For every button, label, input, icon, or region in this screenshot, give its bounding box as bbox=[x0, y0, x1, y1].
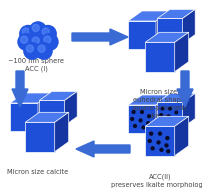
Circle shape bbox=[148, 127, 150, 130]
Polygon shape bbox=[54, 112, 68, 152]
Circle shape bbox=[139, 119, 141, 122]
Polygon shape bbox=[64, 91, 77, 126]
Circle shape bbox=[174, 111, 177, 114]
Polygon shape bbox=[182, 9, 194, 44]
Circle shape bbox=[149, 132, 152, 135]
Polygon shape bbox=[38, 93, 52, 131]
Polygon shape bbox=[157, 102, 182, 128]
Circle shape bbox=[168, 107, 170, 110]
FancyArrow shape bbox=[176, 71, 192, 107]
Circle shape bbox=[19, 25, 37, 43]
Circle shape bbox=[160, 107, 163, 110]
Circle shape bbox=[150, 147, 153, 150]
Polygon shape bbox=[174, 32, 188, 72]
Polygon shape bbox=[174, 116, 188, 156]
Circle shape bbox=[29, 21, 47, 39]
Polygon shape bbox=[127, 21, 155, 49]
Polygon shape bbox=[10, 93, 52, 103]
Circle shape bbox=[29, 34, 47, 52]
Circle shape bbox=[169, 121, 172, 124]
Text: Micron size,
euhedral shape,
square-prismatic
ikaite: Micron size, euhedral shape, square-pris… bbox=[131, 89, 187, 119]
Circle shape bbox=[156, 141, 159, 144]
Text: Micron size calcite: Micron size calcite bbox=[7, 169, 68, 175]
Circle shape bbox=[167, 115, 169, 118]
Circle shape bbox=[32, 37, 39, 44]
Circle shape bbox=[164, 144, 167, 147]
Circle shape bbox=[32, 24, 39, 32]
Polygon shape bbox=[155, 11, 169, 49]
FancyArrow shape bbox=[12, 71, 28, 107]
Circle shape bbox=[17, 33, 35, 51]
Circle shape bbox=[147, 115, 150, 118]
Polygon shape bbox=[127, 95, 169, 105]
Circle shape bbox=[132, 111, 134, 113]
Polygon shape bbox=[127, 105, 155, 133]
Circle shape bbox=[166, 150, 169, 153]
Circle shape bbox=[40, 33, 58, 51]
Circle shape bbox=[174, 118, 176, 120]
Polygon shape bbox=[25, 122, 54, 152]
Polygon shape bbox=[127, 11, 169, 21]
Circle shape bbox=[26, 45, 33, 52]
Polygon shape bbox=[145, 32, 188, 42]
Polygon shape bbox=[157, 9, 194, 18]
Polygon shape bbox=[157, 93, 194, 102]
Polygon shape bbox=[145, 116, 188, 126]
Circle shape bbox=[158, 132, 161, 135]
Circle shape bbox=[20, 36, 27, 43]
Polygon shape bbox=[25, 112, 68, 122]
Polygon shape bbox=[145, 42, 174, 72]
Polygon shape bbox=[39, 91, 77, 100]
Circle shape bbox=[165, 137, 168, 139]
Circle shape bbox=[140, 111, 143, 113]
Polygon shape bbox=[39, 100, 64, 126]
Polygon shape bbox=[155, 95, 169, 133]
Circle shape bbox=[23, 42, 41, 60]
Polygon shape bbox=[182, 93, 194, 128]
Text: ACC(II)
preserves ikaite morphology,
there are pores on the surface: ACC(II) preserves ikaite morphology, the… bbox=[108, 173, 202, 189]
Circle shape bbox=[147, 139, 150, 143]
Polygon shape bbox=[145, 126, 174, 156]
Circle shape bbox=[141, 126, 144, 129]
Circle shape bbox=[44, 36, 51, 43]
Text: ~100 nm sphere
ACC (I): ~100 nm sphere ACC (I) bbox=[8, 58, 64, 73]
Circle shape bbox=[35, 42, 53, 60]
Circle shape bbox=[175, 122, 177, 125]
FancyArrow shape bbox=[72, 29, 127, 45]
Polygon shape bbox=[10, 103, 38, 131]
Circle shape bbox=[38, 45, 45, 52]
Polygon shape bbox=[157, 18, 182, 44]
Circle shape bbox=[22, 28, 29, 35]
Circle shape bbox=[159, 148, 162, 151]
Circle shape bbox=[130, 118, 133, 120]
Circle shape bbox=[146, 122, 149, 125]
Circle shape bbox=[133, 125, 136, 127]
Circle shape bbox=[42, 28, 49, 35]
Circle shape bbox=[159, 114, 162, 116]
Circle shape bbox=[39, 25, 57, 43]
Circle shape bbox=[162, 120, 164, 122]
FancyArrow shape bbox=[76, 141, 129, 157]
